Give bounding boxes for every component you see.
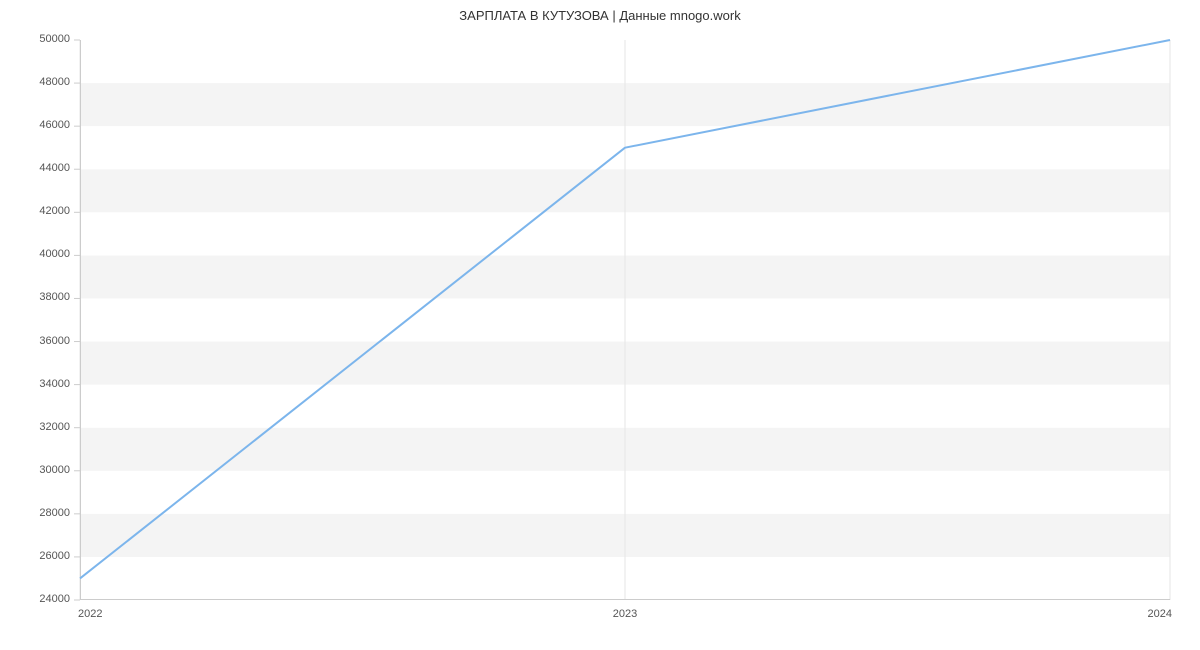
y-tick-label: 40000 (10, 248, 70, 260)
y-tick-label: 32000 (10, 421, 70, 433)
x-tick-label: 2022 (78, 608, 158, 620)
y-tick-label: 38000 (10, 291, 70, 303)
y-tick-label: 44000 (10, 162, 70, 174)
x-tick-label: 2024 (1092, 608, 1172, 620)
y-tick-label: 36000 (10, 335, 70, 347)
y-tick-label: 24000 (10, 593, 70, 605)
y-tick-label: 28000 (10, 507, 70, 519)
y-tick-label: 48000 (10, 76, 70, 88)
y-tick-label: 30000 (10, 464, 70, 476)
y-tick-label: 34000 (10, 378, 70, 390)
chart-container: ЗАРПЛАТА В КУТУЗОВА | Данные mnogo.work … (0, 0, 1200, 650)
chart-title: ЗАРПЛАТА В КУТУЗОВА | Данные mnogo.work (0, 8, 1200, 23)
y-tick-label: 26000 (10, 550, 70, 562)
y-tick-label: 46000 (10, 119, 70, 131)
y-tick-label: 42000 (10, 205, 70, 217)
plot-area: 2400026000280003000032000340003600038000… (80, 40, 1170, 600)
y-tick-label: 50000 (10, 33, 70, 45)
x-tick-label: 2023 (585, 608, 665, 620)
